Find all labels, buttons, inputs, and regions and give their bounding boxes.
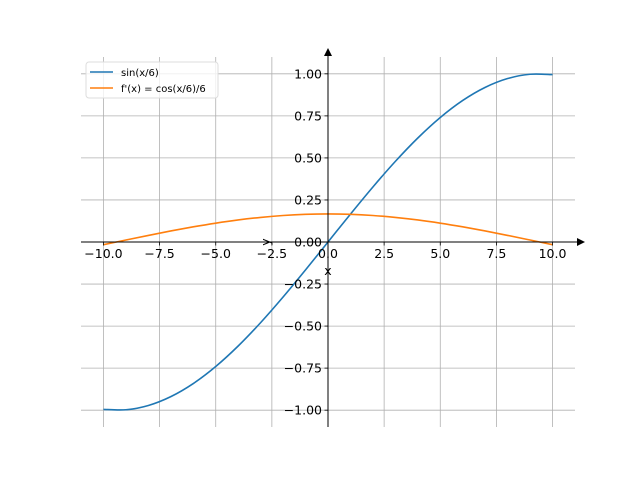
legend: sin(x/6) f'(x) = cos(x/6)/6 [85,61,219,99]
legend-label-sin: sin(x/6) [121,68,159,79]
axes [81,48,585,427]
legend-box [85,61,219,99]
x-axis-arrow-icon [577,238,585,246]
y-tick-label: 0.25 [294,192,322,207]
y-axis-label: y [258,238,273,246]
x-tick-label: −10.0 [84,246,122,261]
y-tick-label: −0.50 [284,319,322,334]
y-tick-label: 0.00 [294,235,322,250]
x-tick-label: −7.5 [144,246,174,261]
y-tick-label: −1.00 [284,403,322,418]
x-tick-label: −2.5 [257,246,287,261]
y-tick-label: 1.00 [294,66,322,81]
x-tick-label: −5.0 [201,246,231,261]
x-tick-label: 10.0 [539,246,567,261]
y-tick-label: 0.75 [294,108,322,123]
y-tick-label: 0.50 [294,150,322,165]
y-axis-arrow-icon [324,48,332,56]
x-tick-label: 0.0 [318,246,338,261]
y-tick-label: −0.25 [284,277,322,292]
x-tick-label: 2.5 [374,246,394,261]
x-tick-label: 5.0 [430,246,450,261]
x-axis-label: x [324,263,331,278]
y-tick-label: −0.75 [284,361,322,376]
tick-labels: −10.0 −7.5 −5.0 −2.5 0.0 2.5 5.0 7.5 10.0 −1.00 −0… [84,66,566,417]
x-tick-label: 7.5 [486,246,506,261]
legend-label-derivative: f'(x) = cos(x/6)/6 [121,84,206,95]
